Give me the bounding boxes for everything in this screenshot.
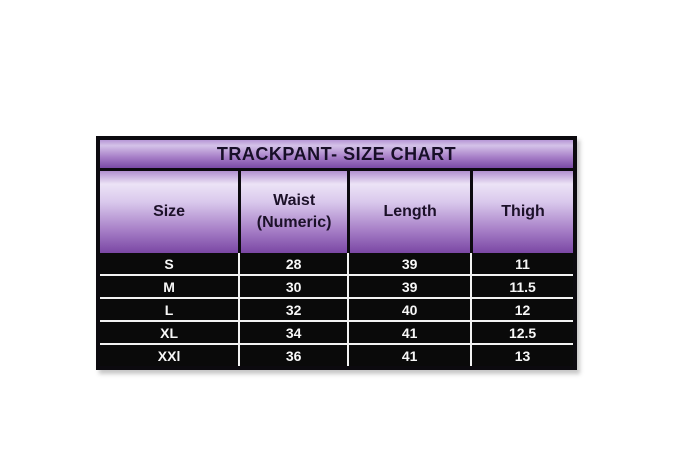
table-title: TRACKPANT- SIZE CHART bbox=[100, 140, 573, 171]
cell-length: 39 bbox=[347, 276, 470, 297]
cell-thigh: 11 bbox=[470, 253, 573, 274]
table-row-xl: XL 34 41 12.5 bbox=[100, 320, 573, 343]
cell-thigh: 13 bbox=[470, 345, 573, 366]
cell-length: 41 bbox=[347, 345, 470, 366]
cell-waist: 36 bbox=[238, 345, 347, 366]
cell-thigh: 11.5 bbox=[470, 276, 573, 297]
cell-waist: 28 bbox=[238, 253, 347, 274]
cell-size: L bbox=[164, 301, 174, 318]
size-chart-table: TRACKPANT- SIZE CHART Size Waist (Numeri… bbox=[96, 136, 577, 370]
cell-waist: 30 bbox=[238, 276, 347, 297]
table-row-m: M 30 39 11.5 bbox=[100, 274, 573, 297]
table-row-l: L 32 40 12 bbox=[100, 297, 573, 320]
cell-size: S bbox=[164, 255, 174, 272]
table-row-s: S 28 39 11 bbox=[100, 253, 573, 274]
cell-length: 41 bbox=[347, 322, 470, 343]
cell-size: M bbox=[163, 278, 175, 295]
cell-thigh: 12.5 bbox=[470, 322, 573, 343]
cell-size: XXl bbox=[157, 347, 181, 364]
column-header-length: Length bbox=[347, 171, 470, 253]
cell-length: 40 bbox=[347, 299, 470, 320]
cell-length: 39 bbox=[347, 253, 470, 274]
cell-size: XL bbox=[160, 324, 179, 341]
column-header-size: Size bbox=[153, 203, 186, 221]
column-header-waist: Waist (Numeric) bbox=[238, 171, 347, 253]
table-body: S 28 39 11 M 30 39 11.5 L 32 40 12 XL 34… bbox=[100, 253, 573, 366]
table-header-row: Size Waist (Numeric) Length Thigh bbox=[100, 171, 573, 253]
cell-waist: 34 bbox=[238, 322, 347, 343]
cell-waist: 32 bbox=[238, 299, 347, 320]
cell-thigh: 12 bbox=[470, 299, 573, 320]
table-row-xxl: XXl 36 41 13 bbox=[100, 343, 573, 366]
column-header-thigh: Thigh bbox=[470, 171, 573, 253]
